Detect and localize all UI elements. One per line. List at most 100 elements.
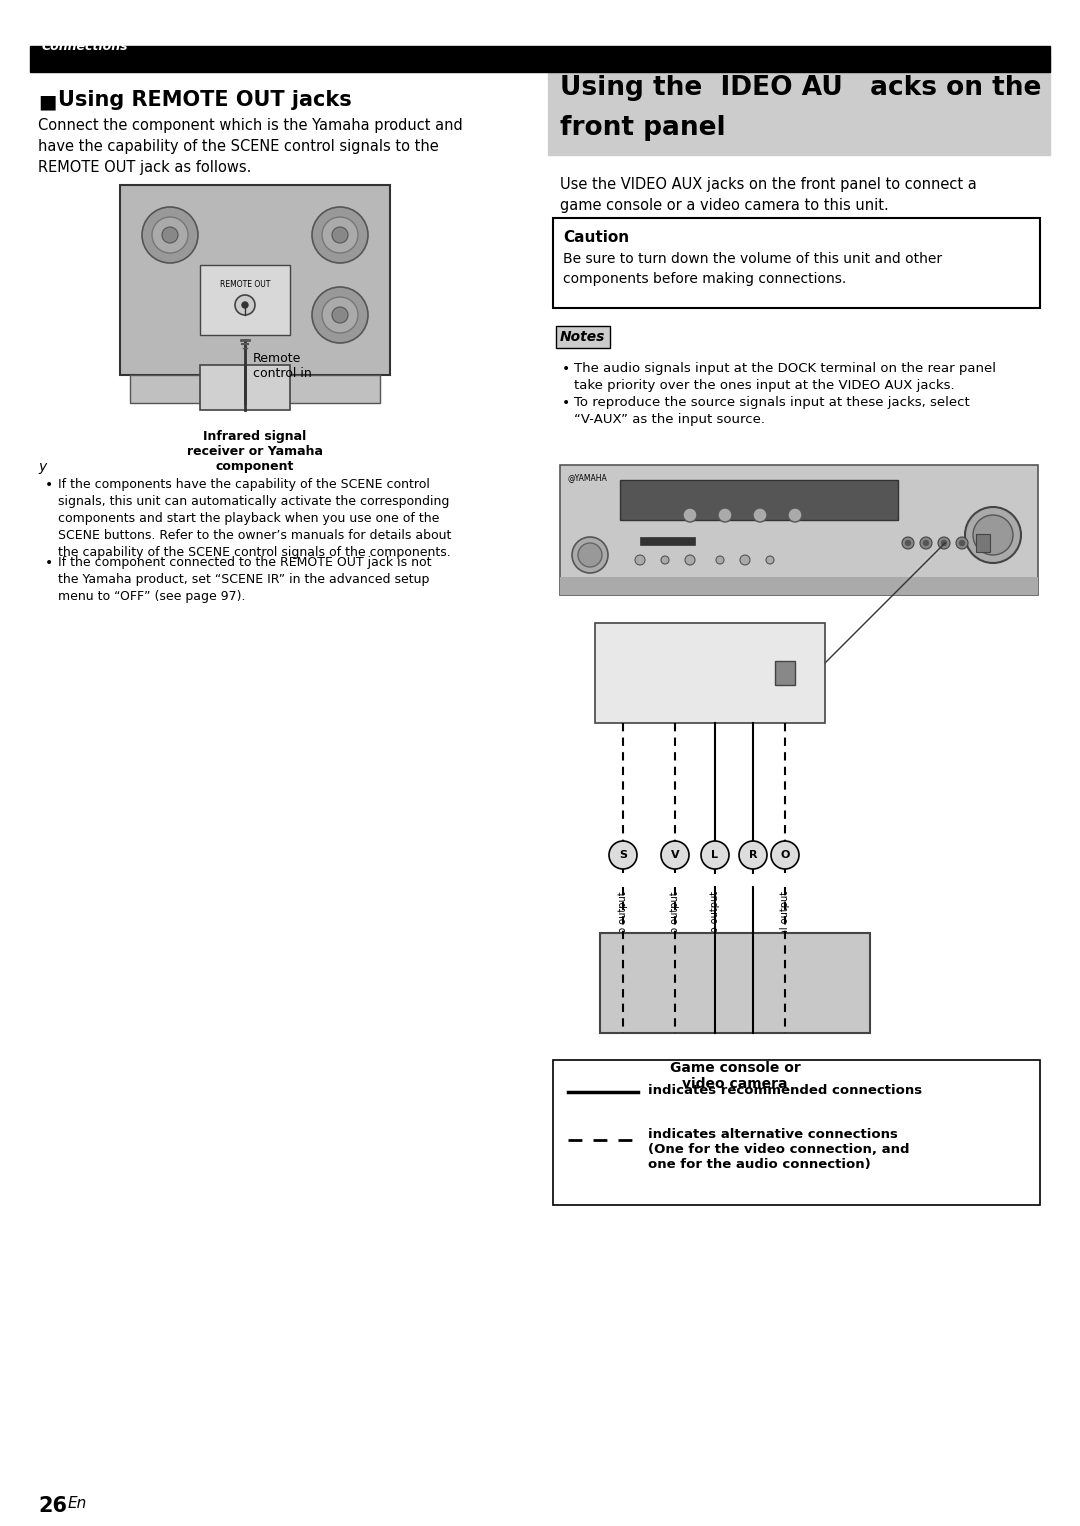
Text: ■: ■ — [38, 92, 56, 111]
Text: To reproduce the source signals input at these jacks, select
“V-AUX” as the inpu: To reproduce the source signals input at… — [573, 397, 970, 426]
Text: If the component connected to the REMOTE OUT jack is not
the Yamaha product, set: If the component connected to the REMOTE… — [58, 555, 432, 603]
Text: Caution: Caution — [563, 230, 630, 246]
Circle shape — [973, 514, 1013, 555]
Circle shape — [966, 507, 1021, 563]
Circle shape — [753, 508, 767, 522]
Circle shape — [609, 841, 637, 868]
Circle shape — [905, 540, 910, 545]
Circle shape — [766, 555, 774, 565]
Text: O: O — [781, 850, 789, 861]
Text: indicates recommended connections: indicates recommended connections — [648, 1083, 922, 1097]
Text: •: • — [562, 397, 570, 410]
Bar — [30, 46, 1050, 72]
Circle shape — [728, 665, 742, 681]
Text: VIDEO: VIDEO — [665, 639, 685, 644]
Circle shape — [578, 543, 602, 568]
Bar — [130, 375, 380, 403]
Circle shape — [739, 841, 767, 868]
Circle shape — [902, 537, 914, 549]
Circle shape — [740, 555, 750, 565]
Text: Audio output: Audio output — [710, 891, 720, 954]
Circle shape — [713, 670, 717, 676]
Circle shape — [312, 287, 368, 343]
Bar — [553, 1061, 1040, 1206]
Text: Infrared signal
receiver or Yamaha
component: Infrared signal receiver or Yamaha compo… — [187, 430, 323, 473]
Text: •: • — [45, 555, 53, 571]
Text: S V|EO: S V|EO — [613, 707, 632, 711]
Text: L: L — [712, 850, 718, 861]
Circle shape — [923, 540, 929, 545]
Circle shape — [788, 508, 802, 522]
Circle shape — [152, 217, 188, 253]
Circle shape — [942, 540, 946, 545]
Text: Notes: Notes — [561, 330, 606, 343]
Text: Remote
control in: Remote control in — [253, 353, 312, 380]
Circle shape — [620, 670, 626, 676]
Circle shape — [701, 841, 729, 868]
Circle shape — [746, 665, 760, 681]
Circle shape — [661, 841, 689, 868]
Text: AUDIO: AUDIO — [705, 639, 726, 644]
Text: •: • — [45, 478, 53, 491]
Circle shape — [673, 670, 677, 676]
Text: V: V — [671, 850, 679, 861]
Circle shape — [235, 295, 255, 314]
Bar — [976, 534, 990, 552]
Bar — [640, 537, 696, 545]
Text: y: y — [38, 459, 46, 475]
Text: If the components have the capability of the SCENE control
signals, this unit ca: If the components have the capability of… — [58, 478, 451, 559]
Bar — [561, 577, 1038, 595]
Text: indicates alternative connections
(One for the video connection, and
one for the: indicates alternative connections (One f… — [648, 1128, 909, 1170]
Circle shape — [605, 655, 642, 691]
Text: Use the VIDEO AUX jacks on the front panel to connect a
game console or a video : Use the VIDEO AUX jacks on the front pan… — [561, 177, 976, 214]
Bar — [200, 365, 291, 410]
Circle shape — [683, 508, 697, 522]
Text: REMOTE OUT: REMOTE OUT — [220, 279, 270, 288]
Text: S: S — [619, 850, 627, 861]
Circle shape — [959, 540, 964, 545]
Bar — [548, 55, 1050, 156]
Bar — [620, 481, 897, 520]
Text: OPT.: OPT. — [778, 639, 792, 644]
Circle shape — [332, 227, 348, 243]
Bar — [595, 623, 825, 723]
Text: Connect the component which is the Yamaha product and
have the capability of the: Connect the component which is the Yamah… — [38, 118, 462, 175]
Text: En: En — [68, 1495, 87, 1511]
Circle shape — [242, 302, 248, 308]
Circle shape — [635, 555, 645, 565]
Circle shape — [701, 659, 729, 687]
Circle shape — [721, 659, 750, 687]
Text: S-Video output: S-Video output — [618, 891, 627, 963]
Bar — [561, 465, 1038, 595]
Text: S VIDEO: S VIDEO — [610, 639, 636, 644]
Text: Be sure to turn down the volume of this unit and other
components before making : Be sure to turn down the volume of this … — [563, 252, 942, 285]
Circle shape — [669, 665, 681, 681]
Bar — [553, 218, 1040, 308]
Text: front panel: front panel — [561, 114, 726, 140]
Circle shape — [732, 670, 738, 676]
Bar — [120, 185, 390, 375]
Circle shape — [771, 841, 799, 868]
Text: Game console or
video camera: Game console or video camera — [670, 1061, 800, 1091]
Text: VI|EO: VI|EO — [667, 707, 683, 711]
Circle shape — [572, 537, 608, 572]
Text: Connections: Connections — [42, 40, 129, 53]
Text: @YAMAHA: @YAMAHA — [568, 473, 608, 482]
Circle shape — [661, 659, 689, 687]
Text: •: • — [562, 362, 570, 375]
Bar — [600, 932, 870, 1033]
Text: Video output: Video output — [670, 891, 680, 954]
Circle shape — [322, 217, 357, 253]
Circle shape — [661, 555, 669, 565]
Circle shape — [141, 208, 198, 262]
Circle shape — [613, 662, 633, 684]
Circle shape — [162, 227, 178, 243]
Circle shape — [322, 298, 357, 333]
Text: OP |CAL: OP |CAL — [774, 707, 796, 711]
Circle shape — [920, 537, 932, 549]
Text: R: R — [748, 850, 757, 861]
Text: The audio signals input at the DOCK terminal on the rear panel
take priority ove: The audio signals input at the DOCK term… — [573, 362, 996, 392]
Circle shape — [708, 665, 723, 681]
Bar — [200, 266, 291, 336]
Circle shape — [751, 670, 756, 676]
